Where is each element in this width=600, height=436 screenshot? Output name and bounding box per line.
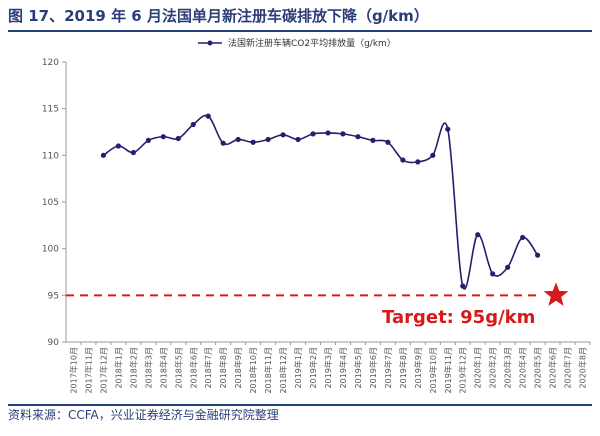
data-point — [505, 264, 511, 270]
x-tick-label: 2019年11月 — [443, 347, 453, 394]
x-tick-label: 2018年3月 — [143, 347, 153, 388]
x-tick-label: 2017年11月 — [83, 347, 93, 394]
legend-marker — [207, 40, 213, 46]
x-tick-label: 2018年7月 — [203, 347, 213, 388]
data-point — [265, 136, 271, 143]
x-tick-label: 2017年12月 — [98, 347, 108, 394]
data-point — [370, 137, 376, 143]
x-tick-label: 2018年11月 — [263, 347, 273, 394]
data-point — [355, 134, 361, 140]
x-tick-label: 2019年4月 — [338, 347, 348, 388]
x-tick-label: 2019年8月 — [398, 347, 408, 388]
data-point — [325, 130, 331, 136]
x-tick-label: 2018年12月 — [278, 347, 288, 394]
x-tick-label: 2020年4月 — [518, 347, 528, 388]
x-tick-label: 2018年8月 — [218, 347, 228, 388]
x-tick-label: 2019年1月 — [293, 347, 303, 388]
source-note: 资料来源：CCFA，兴业证券经济与金融研究院整理 — [8, 408, 279, 422]
target-group: Target: 95g/km — [66, 282, 569, 328]
x-tick-label: 2019年5月 — [353, 347, 363, 388]
axes — [65, 62, 590, 343]
data-point — [430, 152, 436, 158]
x-tick-label: 2018年5月 — [173, 347, 183, 388]
series-line — [102, 114, 539, 290]
x-tick-label: 2020年3月 — [503, 347, 513, 388]
x-tick-label: 2020年7月 — [563, 347, 573, 388]
y-tick-labels: 90 95 100 105 110 115 120 — [42, 58, 66, 348]
data-point — [295, 136, 301, 143]
target-star-icon — [543, 282, 569, 306]
data-point — [385, 139, 391, 145]
x-tick-label: 2018年4月 — [158, 347, 168, 388]
x-tick-label: 2019年6月 — [368, 347, 378, 388]
y-tick-label: 115 — [42, 105, 59, 115]
data-point — [235, 136, 241, 143]
x-tick-label: 2019年12月 — [458, 347, 468, 394]
data-point — [115, 143, 121, 149]
x-tick-label: 2019年7月 — [383, 347, 393, 388]
data-point — [190, 121, 196, 128]
data-point — [100, 152, 107, 158]
series-group — [100, 113, 541, 290]
y-tick-label: 100 — [42, 245, 59, 255]
data-point — [280, 132, 286, 138]
data-point — [175, 135, 181, 142]
data-point — [145, 137, 151, 143]
target-label: Target: 95g/km — [382, 307, 535, 328]
data-point — [490, 271, 496, 277]
legend: 法国新注册车辆CO2平均排放量（g/km） — [198, 37, 396, 49]
y-tick-label: 110 — [42, 151, 59, 161]
x-tick-label: 2020年5月 — [533, 347, 543, 388]
data-point — [415, 159, 421, 165]
x-tick-label: 2018年1月 — [113, 347, 123, 388]
x-tick-label: 2018年6月 — [188, 347, 198, 388]
figure-title: 图 17、2019 年 6 月法国单月新注册车碳排放下降（g/km） — [8, 7, 429, 25]
y-tick-label: 120 — [42, 58, 59, 68]
data-point — [400, 157, 406, 163]
data-point — [130, 149, 136, 156]
x-tick-label: 2018年10月 — [248, 347, 258, 394]
y-tick-label: 95 — [48, 291, 59, 301]
x-tick-label: 2020年8月 — [578, 347, 588, 388]
data-point — [535, 252, 541, 258]
data-point — [460, 283, 466, 289]
x-tick-label: 2019年3月 — [323, 347, 333, 388]
data-point — [340, 131, 346, 137]
legend-label: 法国新注册车辆CO2平均排放量（g/km） — [228, 37, 396, 49]
x-tick-label: 2019年9月 — [413, 347, 423, 388]
x-tick-label: 2020年1月 — [473, 347, 483, 388]
x-tick-label: 2018年2月 — [128, 347, 138, 388]
data-point — [445, 126, 451, 132]
data-point — [520, 234, 526, 241]
x-tick-label: 2020年2月 — [488, 347, 498, 388]
data-point — [475, 232, 481, 238]
title-rule — [8, 30, 592, 32]
x-tick-label: 2017年10月 — [68, 347, 78, 394]
data-point — [205, 113, 211, 119]
x-tick-labels: 2017年10月 2017年11月 2017年12月 2018年1月 2018年2月 20… — [68, 342, 591, 394]
source-rule — [8, 404, 592, 406]
x-tick-label: 2019年2月 — [308, 347, 318, 388]
x-tick-label: 2019年10月 — [428, 347, 438, 394]
x-tick-label: 2018年9月 — [233, 347, 243, 388]
x-tick-label: 2020年6月 — [548, 347, 558, 388]
data-point — [310, 131, 316, 137]
data-point — [160, 134, 166, 140]
data-point — [250, 139, 256, 145]
data-point — [220, 140, 226, 146]
y-tick-label: 105 — [42, 198, 59, 208]
y-tick-label: 90 — [48, 338, 60, 348]
